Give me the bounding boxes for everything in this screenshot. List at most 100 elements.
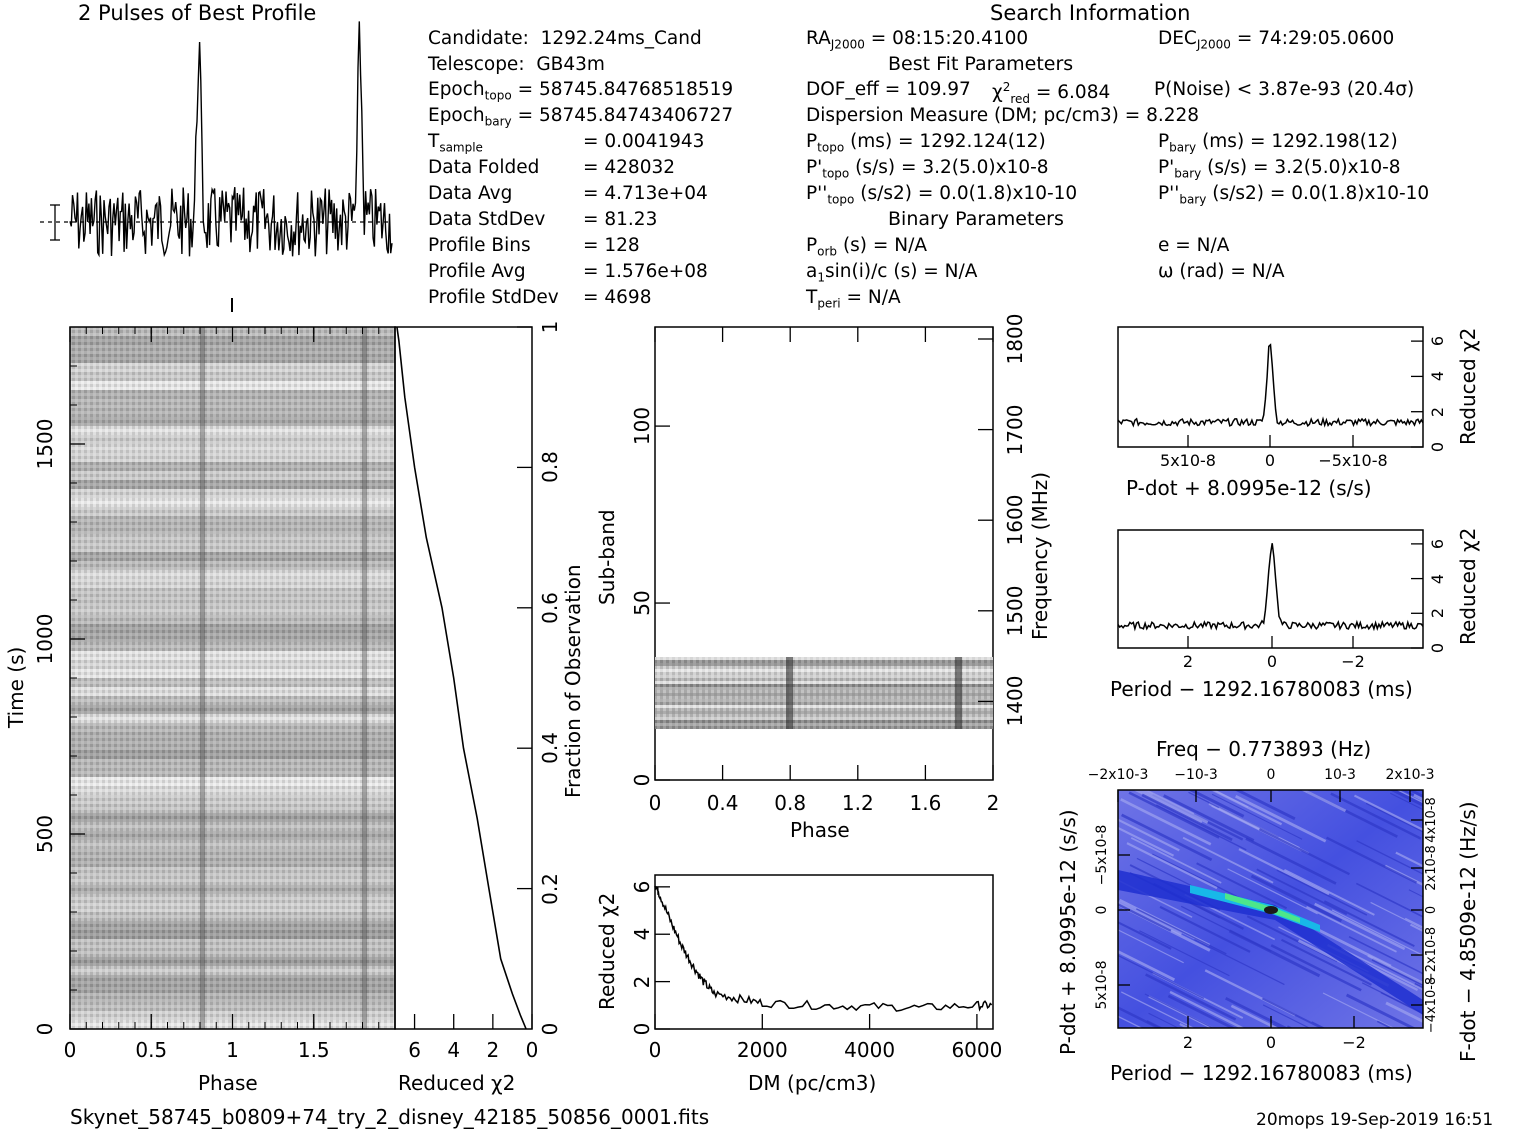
subband-xtick: 1.2 [841, 791, 874, 815]
subband-ytick: 50 [630, 590, 654, 616]
heatmap-row [70, 552, 395, 561]
tperi-value: = N/A [846, 287, 901, 308]
telescope-label: Telescope: [428, 54, 525, 75]
heatmap-row [70, 822, 395, 831]
ppdot-ytick: 5x10-8 [1094, 960, 1110, 1010]
search-info-title: Search Information [990, 1, 1191, 25]
dm-axis-label: DM (pc/cm3) [748, 1071, 877, 1095]
ppdot-streak [1120, 798, 1212, 846]
heatmap-row [70, 372, 395, 381]
subband-row [655, 657, 993, 660]
heatmap-row [70, 345, 395, 354]
pnoise-value: P(Noise) < 3.87e-93 (20.4σ) [1154, 79, 1415, 100]
ppdot-streak [1396, 790, 1423, 804]
subband-xtick: 0.4 [706, 791, 739, 815]
subband-row [655, 720, 993, 723]
data-avg-value: = 4.713e+04 [583, 183, 708, 204]
frequency-tick: 1600 [1003, 494, 1027, 546]
profile-bins-value: = 128 [583, 235, 640, 256]
pdbary-value: (s/s) = 3.2(5.0)x10-8 [1207, 157, 1401, 178]
heatmap-row [70, 642, 395, 651]
period-xtick: −2 [1341, 652, 1365, 671]
subband-row [655, 717, 993, 720]
redchi-axis-label: Reduced χ2 [398, 1071, 516, 1095]
dm-redchi-label: Reduced χ2 [595, 892, 619, 1010]
dm-xtick: 0 [648, 1038, 662, 1062]
heatmap-row [70, 354, 395, 363]
fraction-axis-label: Fraction of Observation [561, 564, 585, 798]
dm-ytick: 2 [630, 975, 654, 988]
heatmap-row [70, 885, 395, 894]
ppdot-streak [1281, 938, 1372, 986]
ppdot-streak [1126, 842, 1218, 890]
ppdot-streak [1151, 853, 1243, 900]
heatmap-row [70, 462, 395, 471]
ppdot-streak [1180, 905, 1272, 952]
subband-row [655, 678, 993, 681]
heatmap-row [70, 966, 395, 975]
heatmap-row [70, 813, 395, 822]
fraction-xtick: 6 [408, 1038, 421, 1062]
ppdot-streak [1348, 935, 1423, 975]
ppdot-rtick: 2x10-8 [1424, 845, 1439, 891]
ppdot-streak [1118, 954, 1205, 999]
heatmap-row [70, 588, 395, 597]
fraction-xtick: 0 [525, 1038, 539, 1062]
ppdot-streak [1118, 901, 1182, 936]
subband-row [655, 705, 993, 708]
telescope-value: GB43m [536, 54, 605, 75]
fraction-ytick: 1 [538, 320, 562, 334]
pddtopo-value: (s/s2) = 0.0(1.8)x10-10 [860, 183, 1078, 204]
ppdot-streak [1196, 862, 1288, 910]
heatmap-row [70, 768, 395, 777]
heatmap-row [70, 426, 395, 435]
dm-xtick: 2000 [736, 1038, 788, 1062]
heatmap-row [70, 489, 395, 498]
subband-row [655, 699, 993, 702]
subband-xtick: 0.8 [774, 791, 807, 815]
pdot-ytick: 0 [1428, 441, 1447, 453]
ppdot-streak [1270, 944, 1362, 992]
heatmap-row [70, 381, 395, 390]
heatmap-row [70, 741, 395, 750]
fdot-axis-label: F-dot − 4.8509e-12 (Hz/s) [1456, 801, 1480, 1062]
ppdot-streak [1136, 908, 1227, 955]
subband-xtick: 0 [648, 791, 662, 815]
ppdot-streak [1118, 903, 1172, 932]
pdot-xtick: 0 [1264, 451, 1276, 470]
profile-plot [40, 21, 393, 312]
heatmap-row [70, 921, 395, 930]
ppdot-streak [1148, 1012, 1180, 1028]
heatmap-row [70, 597, 395, 606]
heatmap-row [70, 840, 395, 849]
ppdot-streak [1234, 790, 1296, 821]
candidate-value: 1292.24ms_Cand [540, 28, 702, 49]
ppdot-rtick: −4x10-8 [1424, 976, 1439, 1034]
heatmap-row [70, 912, 395, 921]
ppdot-rtick: 4x10-8 [1424, 797, 1439, 843]
heatmap-row [70, 948, 395, 957]
heatmap-row [70, 858, 395, 867]
heatmap-row [70, 444, 395, 453]
ppdot-streak [1256, 868, 1348, 916]
data-stddev-value: = 81.23 [583, 209, 658, 230]
heatmap-row [70, 993, 395, 1002]
pdot-chi2-panel [1117, 326, 1424, 448]
pdot-axis-label: P-dot + 8.0995e-12 (s/s) [1126, 476, 1372, 500]
subband-row [655, 726, 993, 729]
heatmap-row [70, 939, 395, 948]
filename: Skynet_58745_b0809+74_try_2_disney_42185… [70, 1105, 710, 1129]
ppdot-streak [1238, 848, 1330, 896]
ppdot-streak [1390, 792, 1423, 811]
ppdot-streak [1145, 973, 1237, 1021]
heatmap-row [70, 777, 395, 786]
dm-chi2-line [654, 885, 993, 1012]
ppdot-streak [1300, 790, 1347, 813]
data-folded-label: Data Folded [428, 157, 540, 178]
ppdot-streak [1194, 939, 1285, 986]
ppdot-streak [1385, 1001, 1423, 1024]
subband-xtick: 2 [986, 791, 1000, 815]
heatmap-row [70, 651, 395, 660]
ppdot-streak [1227, 868, 1318, 915]
